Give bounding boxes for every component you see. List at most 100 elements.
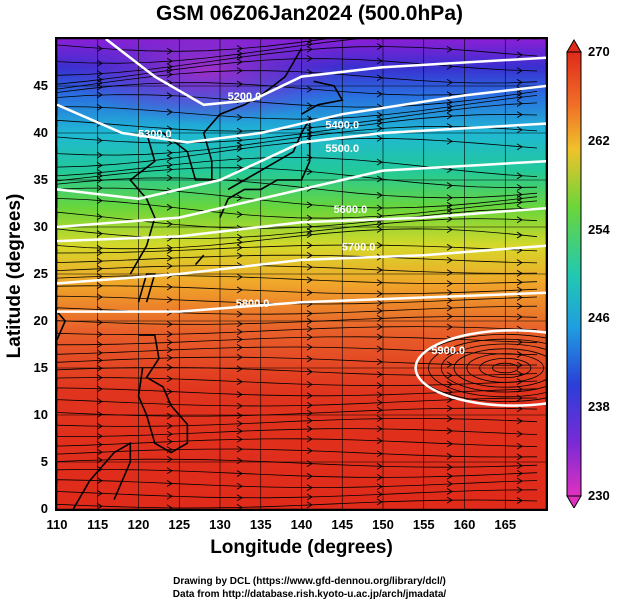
y-tick-label: 30 — [33, 219, 48, 234]
wind-arrow — [96, 349, 103, 357]
wind-arrow — [516, 111, 523, 118]
wind-arrow — [306, 39, 313, 45]
wind-arrow — [236, 299, 243, 306]
wind-arrow — [306, 333, 313, 341]
x-tick-label: 150 — [372, 517, 394, 532]
colorbar-tick-label: 238 — [588, 399, 610, 415]
wind-arrow — [516, 294, 523, 301]
wind-arrow — [236, 482, 243, 490]
x-tick-label: 125 — [168, 517, 191, 532]
wind-arrow — [376, 220, 383, 228]
wind-arrow — [166, 430, 173, 438]
wind-arrow — [236, 164, 243, 172]
wind-arrow — [306, 417, 313, 425]
wind-arrow — [516, 39, 521, 42]
map-plot-area: 5200.0 5300.0 5400.0 5500.0 5600.0 5700.0 5800… — [55, 37, 548, 511]
wind-arrow — [96, 257, 103, 265]
wind-arrow — [446, 361, 453, 368]
streamline — [57, 39, 328, 52]
wind-arrow — [306, 325, 313, 333]
wind-arrow — [306, 55, 313, 62]
wind-arrow — [446, 182, 453, 189]
wind-arrow — [376, 483, 383, 490]
wind-arrow — [376, 116, 383, 123]
wind-arrow — [96, 293, 103, 301]
wind-arrow — [376, 474, 383, 481]
wind-arrow — [306, 128, 313, 136]
wind-arrow — [516, 469, 523, 477]
wind-arrow — [446, 452, 453, 460]
wind-arrow — [516, 430, 523, 438]
wind-arrow — [376, 158, 383, 166]
wind-arrow — [376, 299, 383, 307]
wind-arrow — [516, 302, 523, 310]
height-contour — [57, 206, 546, 243]
coastline-segment — [129, 47, 303, 275]
wind-arrow — [376, 57, 383, 65]
contour-label: 5300.0 — [138, 129, 172, 141]
wind-arrow — [166, 339, 173, 346]
wind-arrow — [516, 216, 523, 224]
wind-arrow — [306, 472, 313, 480]
wind-arrow — [306, 310, 313, 317]
wind-arrow — [166, 92, 173, 100]
coastlines — [57, 47, 344, 509]
wind-arrow — [166, 220, 173, 228]
wind-arrow — [376, 391, 383, 399]
wind-arrow — [96, 456, 103, 464]
wind-arrow — [166, 108, 173, 116]
wind-arrow — [236, 494, 243, 502]
height-contour — [57, 244, 546, 285]
contour-label: 5800.0 — [236, 298, 270, 310]
wind-arrow — [516, 313, 523, 321]
wind-arrow — [516, 361, 523, 369]
wind-arrow — [166, 467, 173, 475]
wind-arrow — [236, 45, 243, 52]
wind-arrow — [96, 137, 103, 144]
wind-arrow — [166, 161, 173, 169]
wind-arrow — [96, 265, 103, 273]
wind-arrow — [446, 297, 453, 304]
wind-arrow — [236, 238, 243, 246]
wind-arrow — [236, 67, 243, 74]
wind-arrow — [446, 256, 453, 264]
wind-arrow — [236, 457, 243, 465]
wind-arrow — [446, 78, 453, 86]
wind-arrow — [446, 194, 453, 202]
wind-arrow — [236, 310, 243, 318]
coastline-segment — [72, 441, 132, 509]
wind-arrow — [96, 448, 103, 456]
wind-arrow — [236, 136, 243, 144]
wind-arrow — [236, 328, 243, 336]
wind-arrow — [236, 50, 243, 58]
wind-arrow — [306, 214, 313, 222]
anticyclone-streamline — [492, 362, 519, 374]
wind-arrow — [96, 176, 103, 184]
wind-arrow — [306, 381, 313, 388]
wind-arrow — [446, 348, 453, 356]
wind-arrow — [516, 79, 523, 86]
height-contour — [57, 122, 546, 201]
wind-arrow — [446, 269, 453, 277]
credit-data: Data from http://database.rish.kyoto-u.a… — [172, 589, 447, 600]
colorbar-max-arrow — [566, 39, 582, 53]
wind-arrow — [236, 427, 243, 435]
x-tick-label: 135 — [249, 517, 272, 532]
wind-arrow — [166, 125, 173, 133]
wind-arrow — [446, 304, 453, 312]
wind-arrow — [376, 345, 383, 353]
wind-arrow — [166, 375, 173, 383]
wind-arrow — [96, 161, 103, 169]
coastline-segment — [137, 273, 156, 303]
wind-arrow — [516, 378, 523, 386]
wind-arrow — [446, 313, 453, 320]
wind-arrow — [446, 371, 453, 379]
wind-arrow — [306, 435, 313, 443]
wind-arrow — [306, 45, 313, 53]
wind-arrow — [306, 227, 313, 235]
wind-arrow — [306, 447, 313, 455]
wind-arrow — [306, 263, 313, 271]
x-tick-label: 110 — [46, 517, 68, 532]
wind-arrow — [446, 243, 453, 251]
wind-arrow — [236, 273, 243, 281]
